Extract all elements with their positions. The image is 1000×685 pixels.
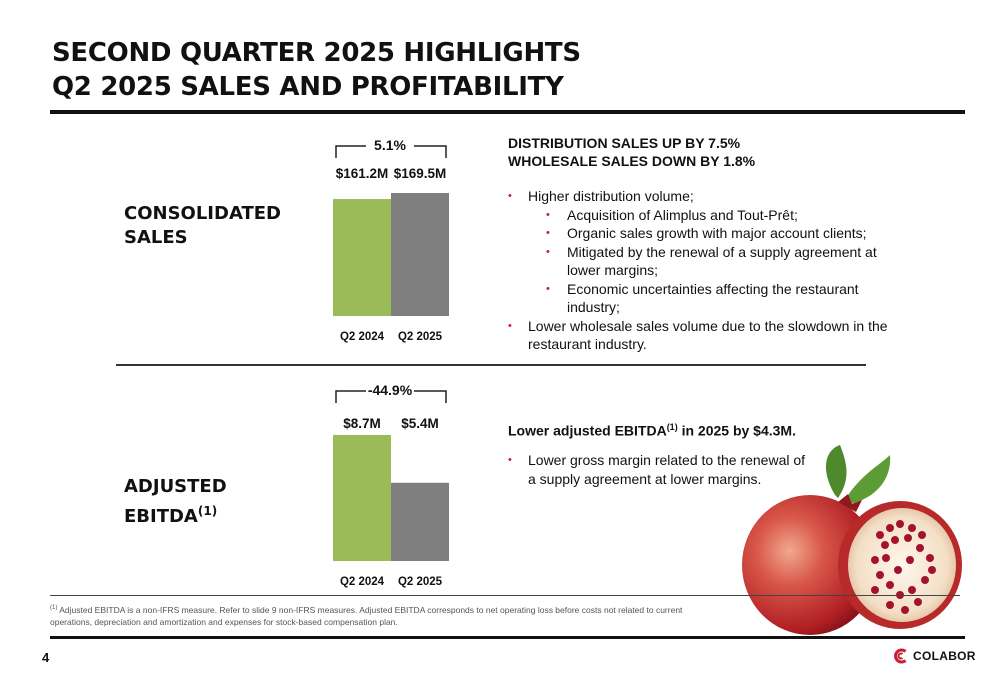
sales-headline-line-2: WHOLESALE SALES DOWN BY 1.8%: [508, 153, 756, 169]
footer-rule: [50, 636, 965, 639]
sales-bullet-text: Higher distribution volume;: [528, 188, 694, 204]
sales-sub-bullet: Organic sales growth with major account …: [508, 224, 893, 243]
ebitda-bullet-text: Lower gross margin related to the renewa…: [528, 452, 806, 487]
ebitda-headline-main: Lower adjusted EBITDA: [508, 422, 667, 439]
bar-value-label: $5.4M: [401, 416, 439, 431]
pomegranate-image: [742, 445, 962, 635]
slide-title: SECOND QUARTER 2025 HIGHLIGHTS Q2 2025 S…: [52, 36, 581, 104]
bar-value-label: $169.5M: [394, 166, 447, 181]
bar-q2-2025: [391, 482, 449, 561]
bar-q2-2024: [333, 199, 391, 316]
change-bracket-right: [414, 390, 447, 403]
category-label: Q2 2025: [398, 331, 443, 343]
sales-sub-bullet: Economic uncertainties affecting the res…: [508, 280, 893, 317]
change-bracket-left: [335, 390, 366, 403]
colabor-logo: COLABOR: [893, 648, 976, 664]
sales-label-line-1: CONSOLIDATED: [124, 203, 281, 224]
ebitda-headline-rest: in 2025 by $4.3M.: [677, 422, 796, 439]
change-bracket-left: [335, 145, 366, 158]
bar-chart-svg: -44.9% $8.7M Q2 2024 $5.4M Q2 2025: [333, 382, 449, 588]
change-label: 5.1%: [374, 137, 406, 153]
ebitda-chart: -44.9% $8.7M Q2 2024 $5.4M Q2 2025: [326, 375, 456, 595]
title-line-2: Q2 2025 SALES AND PROFITABILITY: [52, 72, 564, 102]
sales-bullet-text: Lower wholesale sales volume due to the …: [528, 317, 888, 353]
sales-headline-line-1: DISTRIBUTION SALES UP BY 7.5%: [508, 135, 741, 151]
sales-chart: 5.1% $161.2M Q2 2024 $169.5M Q2 2025: [326, 130, 456, 350]
ebitda-label-line-2: EBITDA(1): [124, 499, 227, 529]
bar-q2-2024: [333, 435, 391, 561]
colabor-logo-icon: [894, 648, 907, 664]
ebitda-bullet-list: Lower gross margin related to the renewa…: [508, 451, 808, 488]
sales-sub-bullet-list: Acquisition of Alimplus and Tout-Prêt;Or…: [508, 206, 893, 317]
adjusted-ebitda-label: ADJUSTED EBITDA(1): [124, 475, 227, 529]
footnote-text: Adjusted EBITDA is a non-IFRS measure. R…: [50, 604, 683, 627]
bar-value-label: $8.7M: [343, 416, 381, 431]
sales-sub-bullet: Mitigated by the renewal of a supply agr…: [508, 243, 893, 280]
consolidated-sales-label: CONSOLIDATED SALES: [124, 202, 281, 250]
page-number: 4: [42, 650, 50, 665]
section-divider: [116, 364, 866, 366]
bar-chart-svg: 5.1% $161.2M Q2 2024 $169.5M Q2 2025: [333, 137, 449, 343]
category-label: Q2 2024: [340, 331, 385, 343]
ebitda-headline-sup: (1): [666, 422, 678, 432]
ebitda-label-text: EBITDA: [124, 506, 198, 527]
sales-bullet: Higher distribution volume;: [508, 187, 893, 206]
sales-sub-bullet: Acquisition of Alimplus and Tout-Prêt;: [508, 206, 893, 225]
ebitda-bullet: Lower gross margin related to the renewa…: [508, 451, 808, 488]
ebitda-headline: Lower adjusted EBITDA(1) in 2025 by $4.3…: [508, 418, 796, 440]
category-label: Q2 2025: [398, 576, 443, 588]
sales-label-line-2: SALES: [124, 227, 188, 248]
logo-text: COLABOR: [913, 649, 976, 663]
ebitda-label-sup: (1): [197, 504, 218, 518]
change-label: -44.9%: [368, 382, 413, 398]
ebitda-label-line-1: ADJUSTED: [124, 476, 227, 497]
sales-headline: DISTRIBUTION SALES UP BY 7.5% WHOLESALE …: [508, 134, 755, 170]
change-bracket-right: [414, 145, 447, 158]
footnote: (1) Adjusted EBITDA is a non-IFRS measur…: [50, 602, 700, 628]
sales-bullet: Lower wholesale sales volume due to the …: [508, 317, 893, 354]
title-line-1: SECOND QUARTER 2025 HIGHLIGHTS: [52, 38, 581, 68]
sales-bullet-list: Higher distribution volume; Acquisition o…: [508, 187, 893, 354]
bar-q2-2025: [391, 193, 449, 316]
footnote-sup: (1): [50, 605, 58, 611]
bar-value-label: $161.2M: [336, 166, 389, 181]
category-label: Q2 2024: [340, 576, 385, 588]
title-rule: [50, 110, 965, 114]
footnote-divider: [50, 595, 960, 596]
